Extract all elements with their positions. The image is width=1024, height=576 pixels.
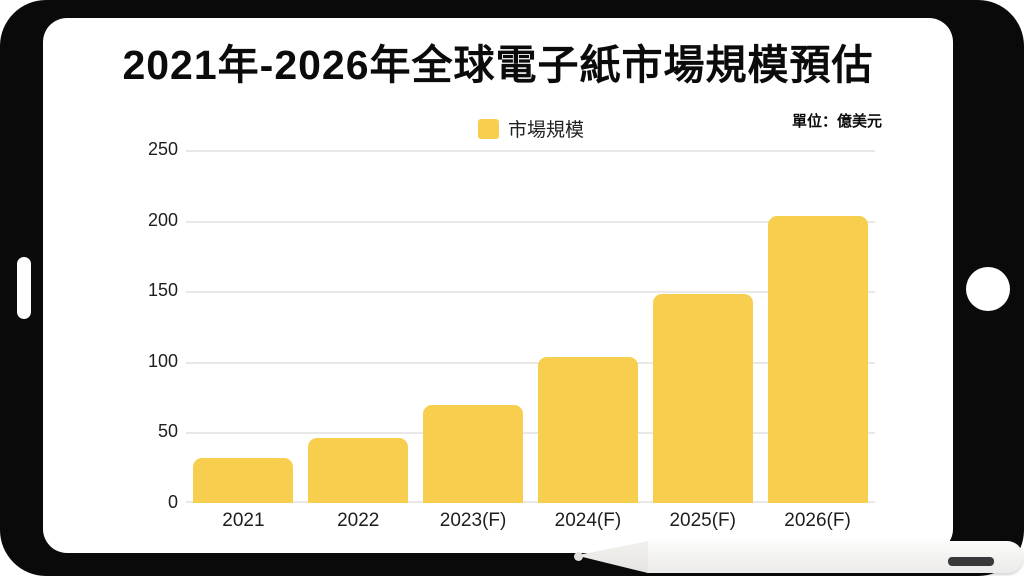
x-axis-label: 2022 <box>337 510 380 531</box>
gridline <box>186 150 875 152</box>
bar-2026(F) <box>767 215 868 503</box>
x-axis-label: 2021 <box>222 510 265 531</box>
tablet-home-button <box>966 267 1010 311</box>
bar-slot <box>760 150 875 503</box>
plot-area <box>186 150 875 503</box>
x-axis-label: 2023(F) <box>439 510 507 531</box>
y-tick-label: 50 <box>157 421 178 442</box>
plot-wrap: 2021 2022 2023(F) 2024(F) 2025(F) 2026(F) <box>186 150 875 540</box>
gridline <box>186 291 875 294</box>
bar-slot <box>530 150 645 503</box>
y-tick-label: 150 <box>147 280 178 301</box>
gridline <box>186 432 875 435</box>
bar-slot <box>186 150 301 503</box>
stylus <box>574 536 1024 576</box>
gridline <box>186 501 875 503</box>
gridline <box>186 220 875 223</box>
x-axis-label: 2024(F) <box>554 510 622 531</box>
bar-2023(F) <box>423 404 524 503</box>
screen: 2021年-2026年全球電子紙市場規模預估 單位：億美元 市場規模 250 20… <box>43 18 953 553</box>
bar-chart: 250 200 150 100 50 0 2021 2022 2023(F) 2024(F) 20… <box>100 139 875 540</box>
unit-label: 單位：億美元 <box>791 113 882 130</box>
y-axis: 250 200 150 100 50 0 <box>100 139 178 512</box>
bars-container <box>186 150 875 503</box>
x-axis-label: 2025(F) <box>669 510 736 531</box>
bar-slot <box>416 150 531 503</box>
y-tick-label: 100 <box>147 350 178 371</box>
gridline <box>186 361 875 364</box>
stylus-slot-icon <box>948 557 994 566</box>
bar-slot <box>301 150 416 503</box>
chart-title: 2021年-2026年全球電子紙市場規模預估 <box>122 42 874 88</box>
y-tick-label: 250 <box>147 139 178 159</box>
bar-2022 <box>308 437 409 503</box>
x-axis-label: 2026(F) <box>784 510 851 531</box>
bar-2025(F) <box>652 293 753 503</box>
y-tick-label: 0 <box>167 492 178 512</box>
legend-label: 市場規模 <box>507 120 585 141</box>
stylus-tip <box>576 541 648 573</box>
x-axis: 2021 2022 2023(F) 2024(F) 2025(F) 2026(F) <box>186 510 875 532</box>
bar-2021 <box>193 458 294 503</box>
legend: 市場規模 <box>477 115 585 142</box>
bar-2024(F) <box>537 356 638 503</box>
y-tick-label: 200 <box>147 209 178 230</box>
legend-swatch-icon <box>477 118 499 139</box>
tablet-side-button <box>17 257 31 319</box>
bar-slot <box>645 150 760 503</box>
stylus-tip-nub <box>574 552 583 561</box>
